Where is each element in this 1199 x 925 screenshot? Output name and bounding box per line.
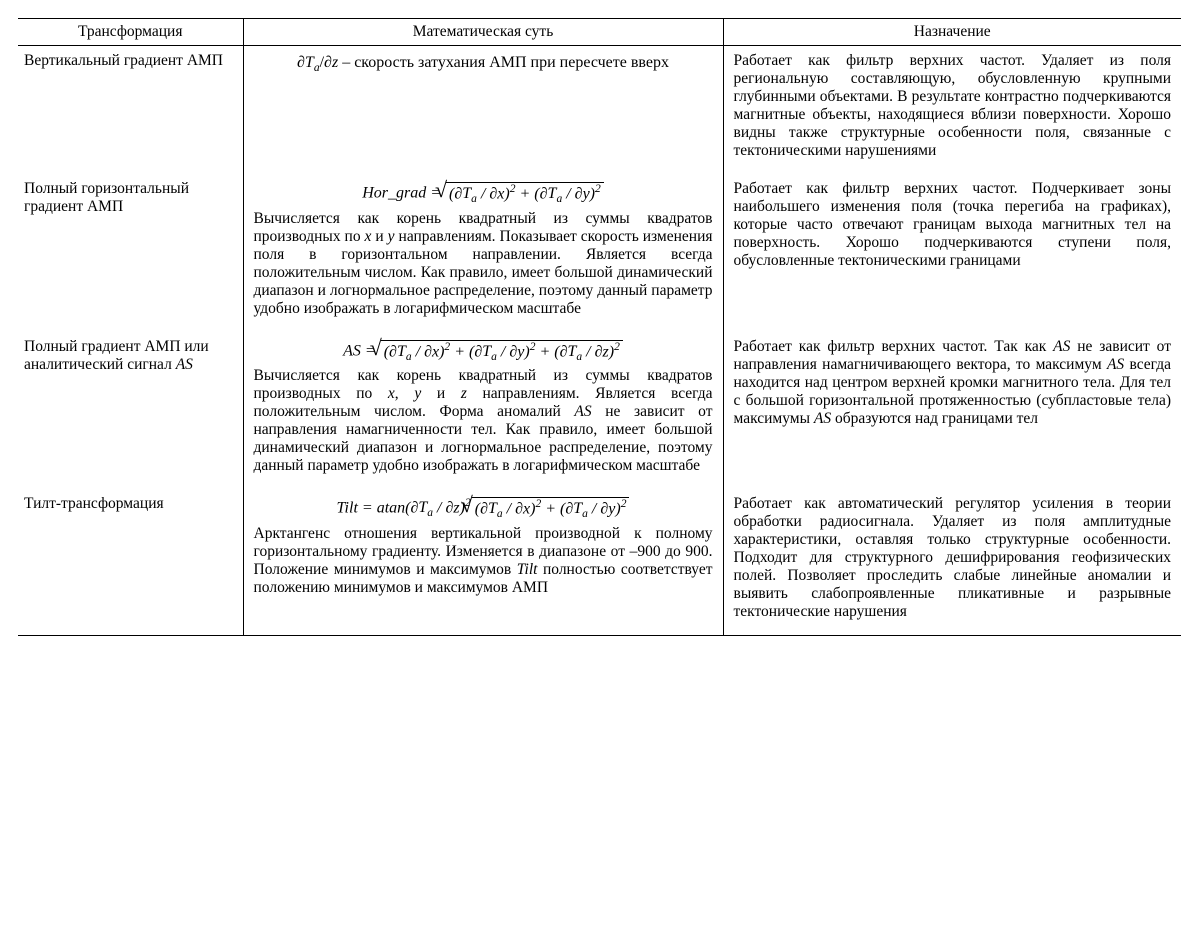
formula: AS = √(∂Ta / ∂x)2 + (∂Ta / ∂y)2 + (∂Ta /… bbox=[254, 340, 713, 364]
table-row: Вертикальный градиент АМП ∂Ta/∂z – скоро… bbox=[18, 46, 1181, 175]
transform-name: Полный градиент АМП или аналитический си… bbox=[18, 332, 243, 490]
purpose-cell: Работает как автоматический регулятор ус… bbox=[723, 489, 1181, 636]
header-row: Трансформация Математическая суть Назнач… bbox=[18, 19, 1181, 46]
header-math: Математическая суть bbox=[243, 19, 723, 46]
purpose-cell: Работает как фильтр верхних частот. Так … bbox=[723, 332, 1181, 490]
math-cell: AS = √(∂Ta / ∂x)2 + (∂Ta / ∂y)2 + (∂Ta /… bbox=[243, 332, 723, 490]
table-row: Полный градиент АМП или аналитический си… bbox=[18, 332, 1181, 490]
transform-name: Тилт-трансформация bbox=[18, 489, 243, 636]
math-description: Арктангенс отношения вертикальной произв… bbox=[254, 525, 713, 597]
purpose-cell: Работает как фильтр верхних частот. Удал… bbox=[723, 46, 1181, 175]
math-description: Вычисляется как корень квадратный из сум… bbox=[254, 367, 713, 475]
math-cell: Hor_grad = √(∂Ta / ∂x)2 + (∂Ta / ∂y)2 Вы… bbox=[243, 174, 723, 332]
math-cell: ∂Ta/∂z – скорость затухания АМП при пере… bbox=[243, 46, 723, 175]
table-row: Тилт-трансформация Tilt = atan(∂Ta / ∂z)… bbox=[18, 489, 1181, 636]
formula: ∂Ta/∂z – скорость затухания АМП при пере… bbox=[254, 54, 713, 74]
transform-table: Трансформация Математическая суть Назнач… bbox=[18, 18, 1181, 636]
math-description: Вычисляется как корень квадратный из сум… bbox=[254, 210, 713, 318]
transform-name: Полный горизонтальный градиент АМП bbox=[18, 174, 243, 332]
formula: Tilt = atan(∂Ta / ∂z)2√(∂Ta / ∂x)2 + (∂T… bbox=[254, 497, 713, 521]
header-purpose: Назначение bbox=[723, 19, 1181, 46]
header-transform: Трансформация bbox=[18, 19, 243, 46]
purpose-cell: Работает как фильтр верхних частот. Подч… bbox=[723, 174, 1181, 332]
formula: Hor_grad = √(∂Ta / ∂x)2 + (∂Ta / ∂y)2 bbox=[254, 182, 713, 206]
table-row: Полный горизонтальный градиент АМП Hor_g… bbox=[18, 174, 1181, 332]
transform-name: Вертикальный градиент АМП bbox=[18, 46, 243, 175]
math-cell: Tilt = atan(∂Ta / ∂z)2√(∂Ta / ∂x)2 + (∂T… bbox=[243, 489, 723, 636]
